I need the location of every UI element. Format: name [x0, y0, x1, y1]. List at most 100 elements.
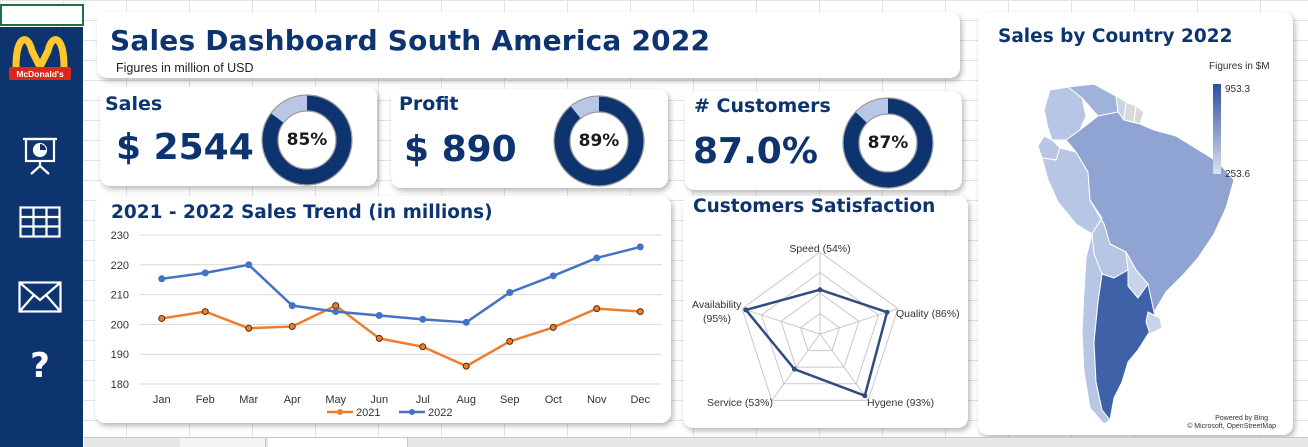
sheet-tab[interactable]	[180, 438, 266, 447]
data-point-2022	[158, 275, 166, 283]
donut-svg	[553, 95, 645, 187]
radar-point	[884, 309, 890, 315]
kpi-donut-label-customers: 87%	[867, 133, 909, 153]
y-tick-label: 180	[111, 379, 129, 391]
kpi-value-profit: $ 890	[404, 129, 517, 170]
donut-arc	[554, 96, 644, 186]
y-tick-label: 220	[111, 260, 129, 272]
data-point-2021	[332, 302, 340, 310]
radar-axis-label: Service (53%)	[707, 397, 773, 409]
data-point-2022	[245, 261, 253, 269]
donut-outer-ring	[261, 94, 353, 186]
data-point-2022	[636, 243, 644, 251]
donut-inner-ring	[277, 110, 337, 170]
map-attribution-2: © Microsoft, OpenStreetMap	[1187, 422, 1276, 430]
logo-text: McDonald's	[16, 69, 64, 79]
selected-cell[interactable]	[0, 4, 84, 26]
radar-spoke	[819, 333, 869, 401]
x-tick-label: Dec	[630, 394, 650, 406]
map-country-french-guiana	[1133, 105, 1145, 125]
radar-point	[743, 307, 749, 313]
help-icon[interactable]: ?	[15, 343, 65, 389]
kpi-card-profit: Profit $ 890 89%	[391, 89, 668, 188]
donut-outer-ring	[842, 97, 934, 189]
kpi-donut-profit: 89%	[551, 93, 647, 189]
data-point-2022	[201, 269, 209, 277]
x-tick-label: Jun	[370, 394, 388, 406]
x-tick-label: Oct	[545, 394, 562, 406]
page-subtitle: Figures in million of USD	[116, 61, 254, 75]
radar-ring	[741, 251, 899, 401]
map-legend-title: Figures in $M	[1209, 61, 1270, 72]
title-card: Sales Dashboard South America 2022 Figur…	[97, 12, 960, 78]
data-point-2022	[375, 311, 383, 319]
map-country-argentina	[1093, 269, 1159, 421]
radar-ring	[760, 271, 880, 385]
donut-arc	[262, 95, 352, 185]
kpi-label-sales: Sales	[105, 93, 163, 115]
satisfaction-radar: Speed (54%) Quality (86%) Hygene (93%) Serv…	[692, 243, 960, 409]
data-point-2021	[419, 343, 427, 351]
map-legend-scale	[1213, 84, 1221, 174]
map-country-uruguay	[1145, 311, 1163, 335]
data-point-2022	[462, 318, 470, 326]
sales-trend-chart: 180 190 200 210 220 230 Jan Feb Mar Apr May Jun Jul A…	[111, 230, 662, 419]
data-point-2022	[332, 308, 340, 316]
kpi-donut-label-profit: 89%	[578, 131, 620, 151]
map-legend-max: 953.3	[1225, 84, 1250, 95]
legend-marker-2021	[337, 409, 343, 415]
kpi-value-sales: $ 2544	[116, 127, 254, 168]
satisfaction-title: Customers Satisfaction	[693, 196, 936, 217]
data-point-2022	[288, 302, 296, 310]
data-point-2022	[506, 289, 514, 297]
sheet-tab-active[interactable]	[268, 438, 408, 447]
donut-arc	[843, 98, 933, 188]
map-legend-min: 253.6	[1225, 169, 1250, 180]
radar-ring	[780, 292, 860, 368]
y-tick-label: 200	[111, 319, 129, 331]
data-point-2022	[419, 315, 427, 323]
donut-svg	[261, 94, 353, 186]
radar-axis-label: Hygene (93%)	[867, 397, 934, 409]
x-tick-label: Jul	[416, 394, 430, 406]
mcdonalds-logo: McDonald's	[9, 36, 71, 80]
kpi-card-customers: # Customers 87.0% 87%	[685, 91, 962, 190]
satisfaction-card: Customers Satisfaction Speed (54%) Qualit…	[683, 196, 968, 428]
data-point-2021	[288, 322, 296, 330]
y-tick-label: 190	[111, 349, 129, 361]
x-tick-label: Jan	[153, 394, 171, 406]
data-point-2021	[506, 337, 514, 345]
help-glyph: ?	[30, 346, 50, 386]
page-title: Sales Dashboard South America 2022	[110, 24, 711, 57]
data-point-2021	[462, 362, 470, 370]
sidebar: McDonald's ?	[0, 27, 83, 447]
series-line-2022	[161, 245, 641, 324]
radar-series	[744, 288, 889, 397]
sheet-tab-bar	[84, 437, 1308, 447]
mail-icon[interactable]	[15, 274, 65, 320]
x-tick-label: Nov	[587, 394, 607, 406]
kpi-label-customers: # Customers	[694, 95, 831, 117]
kpi-card-sales: Sales $ 2544 85%	[100, 87, 377, 186]
data-point-2022	[549, 272, 557, 280]
sales-map: Figures in $M 953.3 253.6 Powered by Bin…	[1037, 61, 1276, 430]
map-title: Sales by Country 2022	[998, 26, 1233, 47]
radar-point	[817, 287, 823, 293]
table-icon[interactable]	[15, 199, 65, 245]
x-tick-label: Apr	[284, 394, 301, 406]
map-attribution-1: Powered by Bing	[1215, 415, 1268, 422]
data-point-2022	[593, 254, 601, 262]
donut-svg	[842, 97, 934, 189]
presentation-icon[interactable]	[15, 132, 65, 178]
data-point-2021	[636, 308, 644, 316]
donut-inner-ring	[858, 113, 918, 173]
sales-trend-title: 2021 - 2022 Sales Trend (in millions)	[111, 202, 493, 223]
data-point-2021	[375, 334, 383, 342]
x-tick-label: May	[325, 394, 346, 406]
donut-inner-ring	[569, 111, 629, 171]
radar-ring	[799, 312, 841, 352]
radar-spoke	[741, 308, 821, 335]
x-tick-label: Aug	[456, 394, 476, 406]
data-point-2021	[201, 308, 209, 316]
x-tick-label: Sep	[500, 394, 520, 406]
